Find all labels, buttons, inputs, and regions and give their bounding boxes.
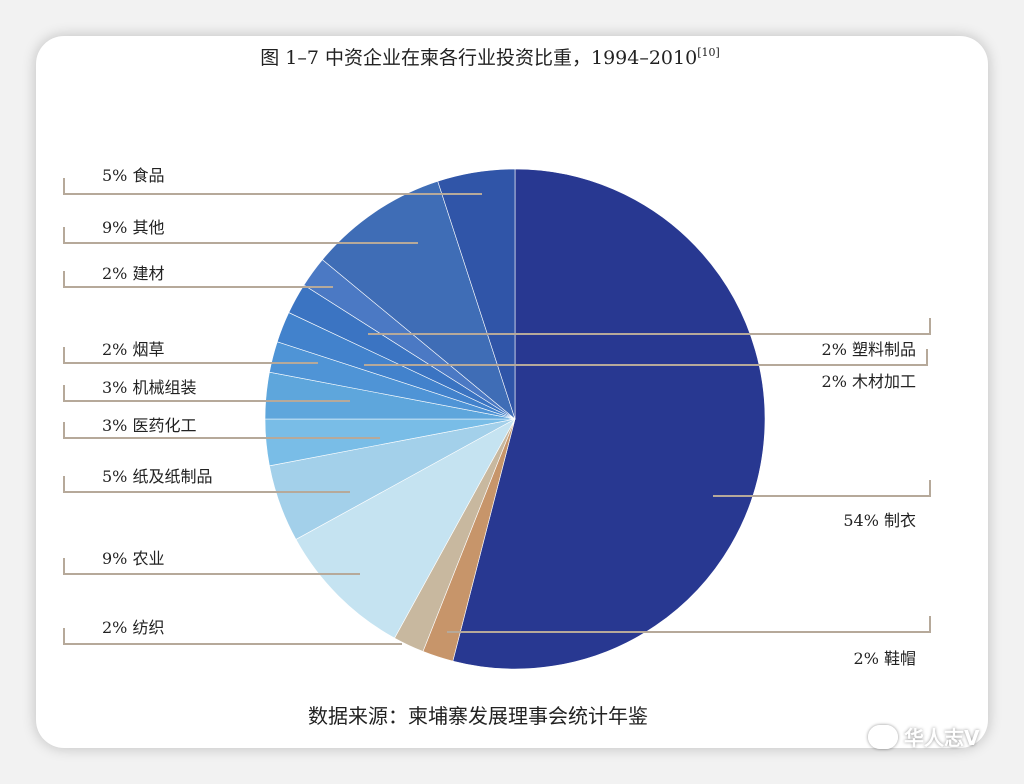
leader-line-医药化工 bbox=[63, 422, 380, 439]
leader-line-纺织 bbox=[63, 628, 402, 645]
leader-line-塑料制品 bbox=[368, 318, 931, 335]
leader-line-机械组装 bbox=[63, 385, 350, 402]
chart-title-main: 图 1–7 中资企业在柬各行业投资比重，1994–2010 bbox=[260, 47, 697, 69]
slice-labels: 54% 制衣 2% 鞋帽 2% 纺织 9% 农业 5% 纸及纸制品 3% 医药化工 3% 机… bbox=[102, 166, 916, 668]
slice-label-农业: 9% 农业 bbox=[102, 549, 164, 568]
slice-label-建材: 2% 建材 bbox=[102, 264, 164, 283]
pie-slice-其他 bbox=[321, 180, 516, 420]
wechat-icon bbox=[868, 724, 898, 749]
leader-line-烟草 bbox=[63, 347, 318, 364]
slice-label-塑料制品: 2% 塑料制品 bbox=[822, 340, 916, 359]
data-source: 数据来源：柬埔寨发展理事会统计年鉴 bbox=[308, 704, 648, 728]
leader-line-鞋帽 bbox=[447, 616, 931, 633]
slice-label-纸及纸制品: 5% 纸及纸制品 bbox=[102, 467, 212, 486]
pie-slice-农业 bbox=[295, 418, 516, 639]
slice-label-其他: 9% 其他 bbox=[102, 218, 164, 237]
pie-slice-食品 bbox=[437, 168, 516, 420]
leader-line-制衣 bbox=[713, 480, 931, 497]
slice-label-制衣: 54% 制衣 bbox=[843, 511, 916, 530]
slice-label-医药化工: 3% 医药化工 bbox=[102, 416, 196, 435]
leader-line-农业 bbox=[63, 558, 360, 575]
slice-label-木材加工: 2% 木材加工 bbox=[822, 372, 916, 391]
leader-line-其他 bbox=[63, 227, 418, 244]
slice-label-纺织: 2% 纺织 bbox=[102, 618, 164, 637]
slice-label-食品: 5% 食品 bbox=[102, 166, 164, 185]
leader-line-建材 bbox=[63, 271, 333, 288]
chart-title: 图 1–7 中资企业在柬各行业投资比重，1994–2010[10] bbox=[260, 46, 720, 69]
slice-label-机械组装: 3% 机械组装 bbox=[102, 378, 196, 397]
chart-title-ref: [10] bbox=[697, 46, 720, 59]
pie-slices bbox=[264, 168, 766, 670]
slice-label-烟草: 2% 烟草 bbox=[102, 340, 164, 359]
leader-line-木材加工 bbox=[364, 349, 928, 366]
leader-lines bbox=[63, 178, 931, 645]
leader-line-食品 bbox=[63, 178, 482, 195]
watermark: 华人志V bbox=[868, 722, 979, 751]
leader-line-纸及纸制品 bbox=[63, 476, 350, 493]
pie-slice-制衣 bbox=[452, 168, 766, 670]
slice-label-鞋帽: 2% 鞋帽 bbox=[854, 649, 916, 668]
watermark-text: 华人志V bbox=[904, 726, 980, 750]
